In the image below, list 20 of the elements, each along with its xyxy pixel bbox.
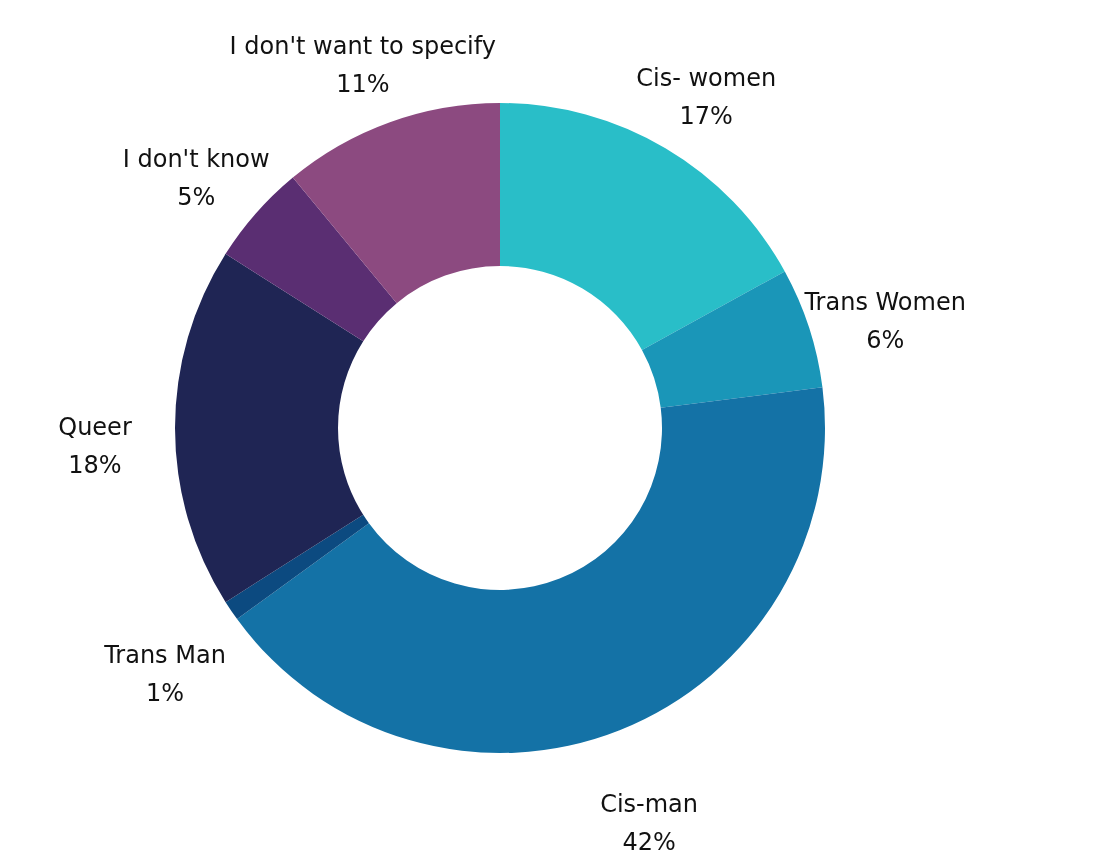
slice-label: I don't want to specify: [229, 31, 497, 60]
donut-slice: [225, 514, 369, 620]
donut-slice: [237, 387, 825, 753]
data-label: 18%: [68, 451, 122, 479]
donut-slice: [225, 177, 397, 342]
slice-label: Trans Man: [103, 640, 226, 669]
data-label: 5%: [177, 183, 216, 212]
donut-slice: [500, 103, 785, 350]
slice-label: Cis-man: [600, 789, 699, 818]
slice-label: Queer: [58, 413, 132, 441]
slice-label: Cis- women: [636, 64, 777, 93]
donut-slice: [292, 103, 500, 304]
data-label: 11%: [336, 69, 390, 98]
data-label: 1%: [145, 678, 185, 707]
data-label: 17%: [679, 102, 733, 131]
data-label: 6%: [866, 325, 905, 354]
data-label: 42%: [622, 827, 676, 856]
slice-label: I don't know: [122, 145, 270, 174]
donut-slice: [175, 253, 364, 603]
slice-label: Trans Women: [803, 287, 966, 316]
